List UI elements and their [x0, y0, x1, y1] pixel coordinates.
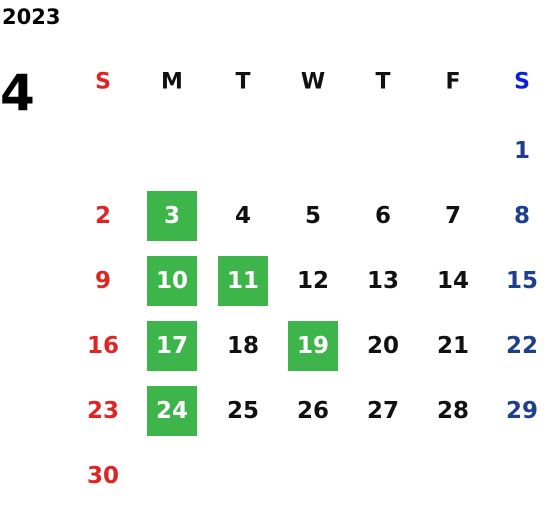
day-number: 13 — [367, 268, 399, 294]
day-number: 27 — [367, 398, 399, 424]
weekday-label: W — [301, 70, 325, 95]
day-number: 22 — [506, 333, 538, 359]
day-number: 30 — [87, 463, 119, 489]
day-number: 17 — [156, 333, 188, 359]
day-number: 3 — [164, 203, 180, 229]
weekday-label: T — [375, 70, 390, 95]
day-number: 25 — [227, 398, 259, 424]
day-number: 9 — [95, 268, 111, 294]
day-number: 12 — [297, 268, 329, 294]
day-number: 14 — [437, 268, 469, 294]
highlight-box — [218, 256, 268, 306]
highlight-box — [288, 321, 338, 371]
day-number: 15 — [506, 268, 538, 294]
weekday-label: S — [95, 70, 111, 95]
day-number: 10 — [156, 268, 188, 294]
weekday-label: S — [514, 70, 530, 95]
day-number: 2 — [95, 203, 111, 229]
day-number: 28 — [437, 398, 469, 424]
day-number: 26 — [297, 398, 329, 424]
day-number: 20 — [367, 333, 399, 359]
day-number: 11 — [227, 268, 259, 294]
day-number: 8 — [514, 203, 530, 229]
day-number: 18 — [227, 333, 259, 359]
day-number: 21 — [437, 333, 469, 359]
highlight-box — [147, 386, 197, 436]
day-number: 23 — [87, 398, 119, 424]
year: 2023 — [2, 5, 60, 29]
month: 4 — [0, 64, 35, 122]
weekday-label: T — [235, 70, 250, 95]
day-number: 1 — [514, 138, 530, 164]
weekday-label: M — [161, 70, 183, 95]
day-number: 4 — [235, 203, 251, 229]
highlight-box — [147, 191, 197, 241]
day-number: 16 — [87, 333, 119, 359]
highlight-box — [147, 321, 197, 371]
weekday-label: F — [445, 70, 460, 95]
day-number: 24 — [156, 398, 188, 424]
day-number: 29 — [506, 398, 538, 424]
day-number: 6 — [375, 203, 391, 229]
day-number: 19 — [297, 333, 329, 359]
day-number: 7 — [445, 203, 461, 229]
highlight-box — [147, 256, 197, 306]
day-number: 5 — [305, 203, 321, 229]
